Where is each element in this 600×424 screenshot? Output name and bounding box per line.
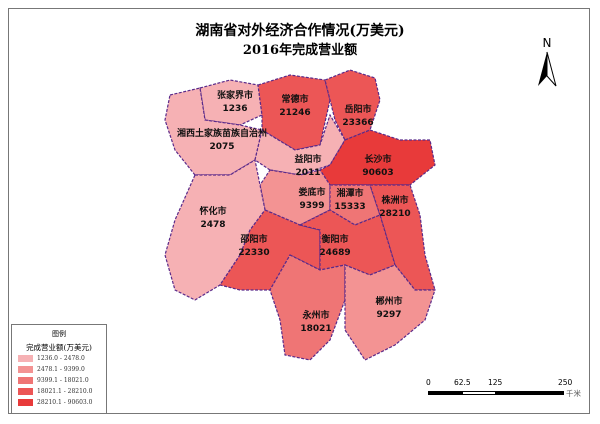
region-yueyang [324, 69, 381, 141]
legend-swatch [18, 366, 33, 373]
region-xiangxi [164, 87, 263, 176]
region-value-label: 9399 [299, 201, 324, 211]
region-value-label: 90603 [362, 168, 393, 178]
region-value-label: 24689 [319, 248, 350, 258]
region-name-label: 张家界市 [217, 89, 253, 101]
region-yongzhou [269, 254, 346, 361]
region-name-label: 湘西土家族苗族自治州 [177, 127, 267, 139]
scale-tick: 62.5 [454, 378, 471, 387]
map-subtitle: 2016年完成营业额 [242, 43, 358, 58]
region-value-label: 15333 [334, 202, 365, 212]
region-name-label: 湘潭市 [336, 187, 363, 199]
legend-item: 9399.1 - 18021.0 [18, 375, 106, 386]
region-yiyang [254, 113, 346, 176]
region-value-label: 21246 [279, 108, 310, 118]
scale-tick: 250 [558, 378, 573, 387]
legend-label: 28210.1 - 90603.0 [37, 399, 93, 406]
region-name-label: 益阳市 [294, 153, 321, 165]
north-arrow-icon [538, 51, 557, 87]
region-name-label: 郴州市 [375, 295, 402, 307]
region-name-label: 岳阳市 [344, 103, 371, 115]
legend-item: 18021.1 - 28210.0 [18, 386, 106, 397]
legend-swatch [18, 355, 33, 362]
region-value-label: 22330 [238, 248, 269, 258]
legend-item: 28210.1 - 90603.0 [18, 397, 106, 408]
region-value-label: 23366 [342, 118, 373, 128]
legend-swatch [18, 388, 33, 395]
scale-bar: 0 62.5 125 250 千米 [426, 378, 596, 408]
legend-item: 2478.1 - 9399.0 [18, 364, 106, 375]
legend: 图例 完成营业额(万美元) 1236.0 - 2478.0 2478.1 - 93… [11, 324, 107, 414]
region-zhangjiajie [199, 79, 263, 126]
region-value-label: 2075 [209, 142, 234, 152]
region-name-label: 株洲市 [381, 194, 408, 206]
legend-swatch [18, 377, 33, 384]
legend-label: 2478.1 - 9399.0 [37, 366, 85, 373]
region-chenzhou [344, 264, 436, 361]
map-title: 湖南省对外经济合作情况(万美元) [195, 23, 405, 39]
scale-tick: 0 [426, 378, 431, 387]
north-label: N [542, 36, 552, 50]
legend-subtitle: 完成营业额(万美元) [26, 343, 92, 352]
region-value-label: 1236 [222, 104, 247, 114]
region-name-label: 长沙市 [364, 153, 391, 165]
scale-tick: 125 [488, 378, 503, 387]
legend-label: 18021.1 - 28210.0 [37, 388, 93, 395]
legend-swatch [18, 399, 33, 406]
map-frame [8, 8, 590, 414]
region-name-label: 永州市 [301, 309, 329, 321]
region-name-label: 娄底市 [297, 186, 325, 198]
region-name-label: 衡阳市 [321, 233, 348, 245]
region-value-label: 9297 [376, 310, 401, 320]
legend-label: 1236.0 - 2478.0 [37, 355, 85, 362]
region-value-label: 2011 [295, 168, 320, 178]
region-name-label: 怀化市 [199, 205, 226, 217]
scale-unit: 千米 [566, 389, 581, 398]
region-name-label: 邵阳市 [239, 233, 267, 245]
region-xiangtan [329, 184, 381, 226]
region-name-label: 常德市 [281, 93, 308, 105]
legend-title: 图例 [52, 330, 66, 338]
legend-label: 9399.1 - 18021.0 [37, 377, 89, 384]
region-value-label: 2478 [200, 220, 225, 230]
legend-item: 1236.0 - 2478.0 [18, 353, 106, 364]
region-value-label: 28210 [379, 209, 410, 219]
region-value-label: 18021 [300, 324, 331, 334]
north-arrow: N [537, 36, 557, 94]
